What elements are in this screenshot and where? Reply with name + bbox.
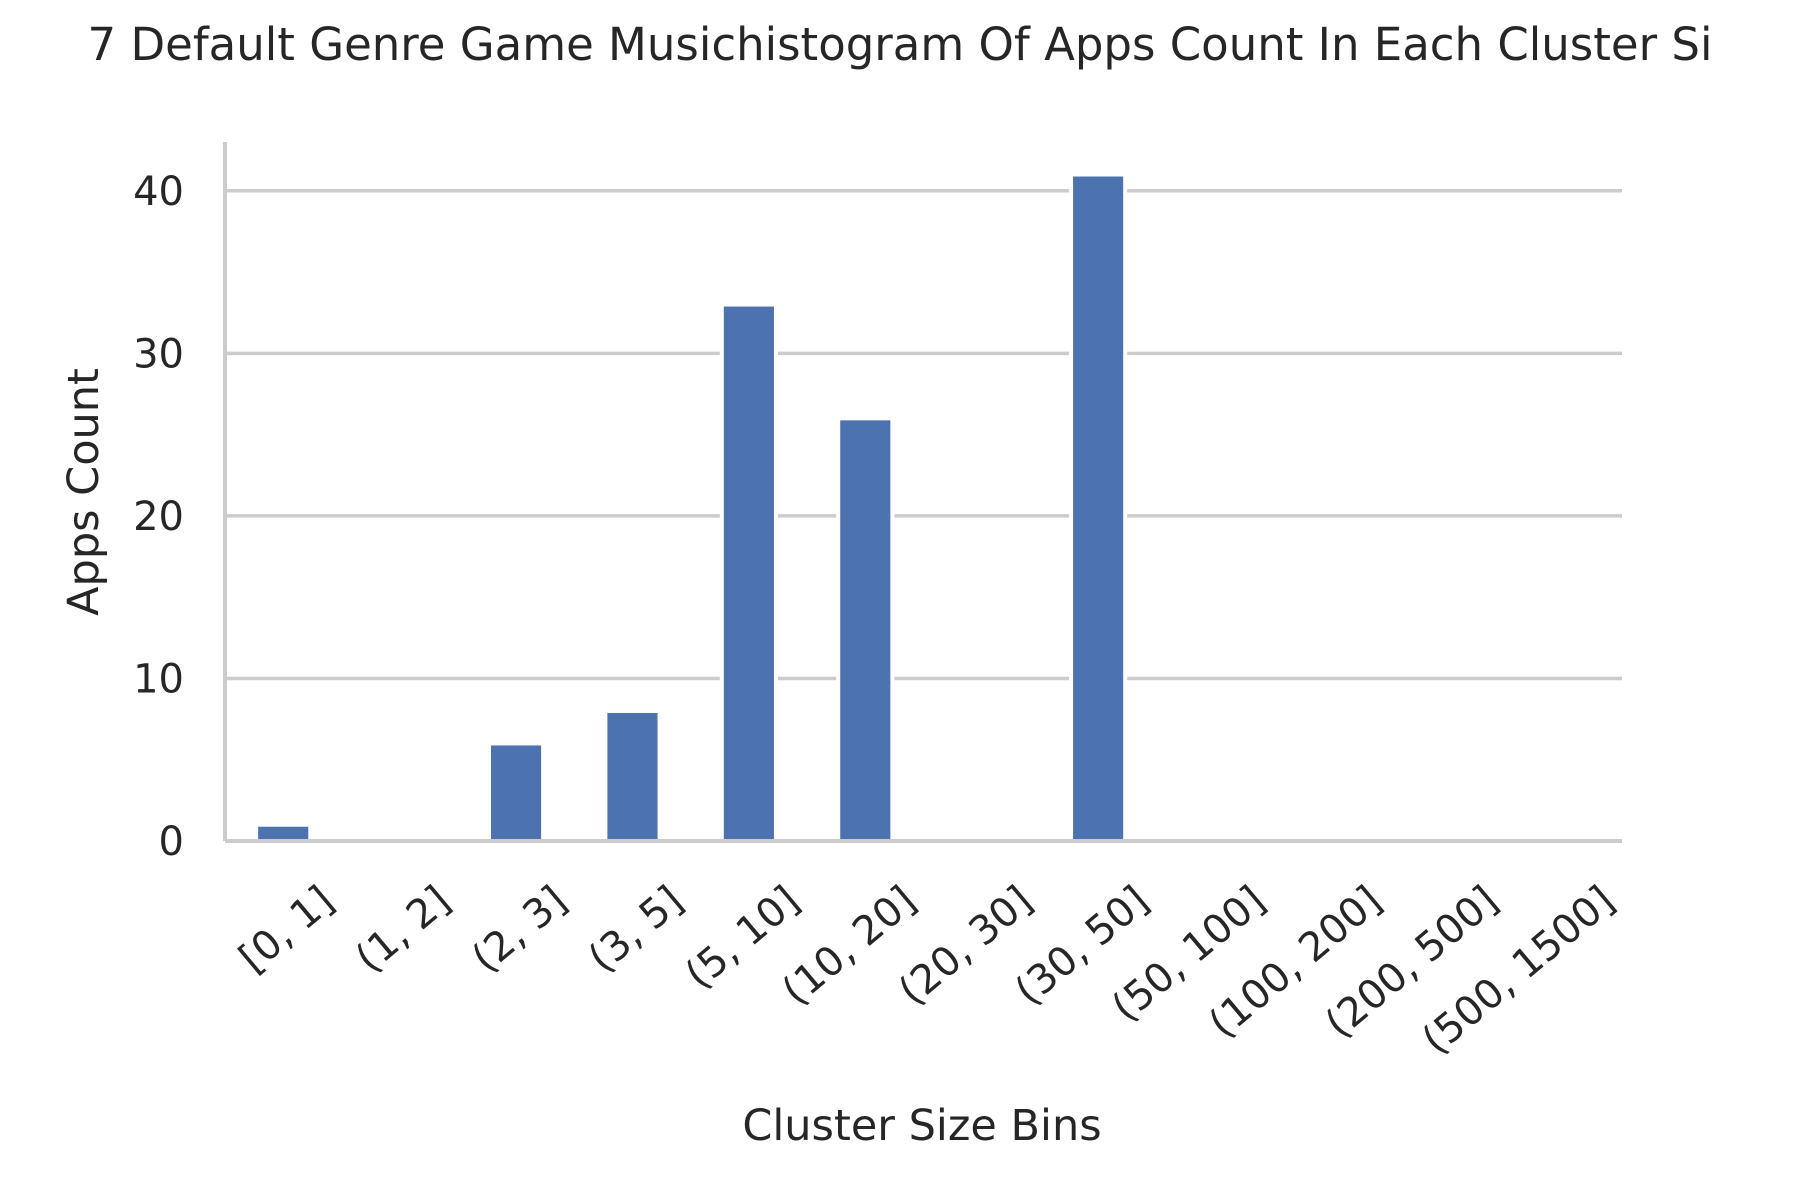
bar [1069,172,1128,843]
x-tick-labels: [0, 1] (1, 2] (2, 3] (3, 5](5, 10](10, 20](… [231,877,1624,1063]
grid-lines [225,189,1622,681]
y-tick-label: 30 [133,331,184,377]
chart-title: 7 Default Genre Game Musichistogram Of A… [87,18,1713,71]
bar [486,741,546,843]
y-tick-label: 40 [133,169,184,215]
axes [223,142,1622,843]
y-tick-label: 0 [159,819,184,865]
bar [719,302,778,843]
x-tick-label: (1, 2] [347,877,459,981]
y-tick-label: 10 [133,656,184,702]
y-axis-label: Apps Count [59,368,109,616]
bar [254,822,313,844]
bar [603,708,662,843]
bars [254,172,1128,844]
y-tick-labels: 0 10 20 30 40 [133,169,184,865]
y-tick-label: 20 [133,494,184,540]
x-tick-label: (2, 3] [464,877,576,981]
x-tick-label: [0, 1] [231,877,343,981]
x-axis-label: Cluster Size Bins [742,1101,1101,1151]
bar [836,416,895,843]
x-tick-label: (3, 5] [580,877,692,981]
